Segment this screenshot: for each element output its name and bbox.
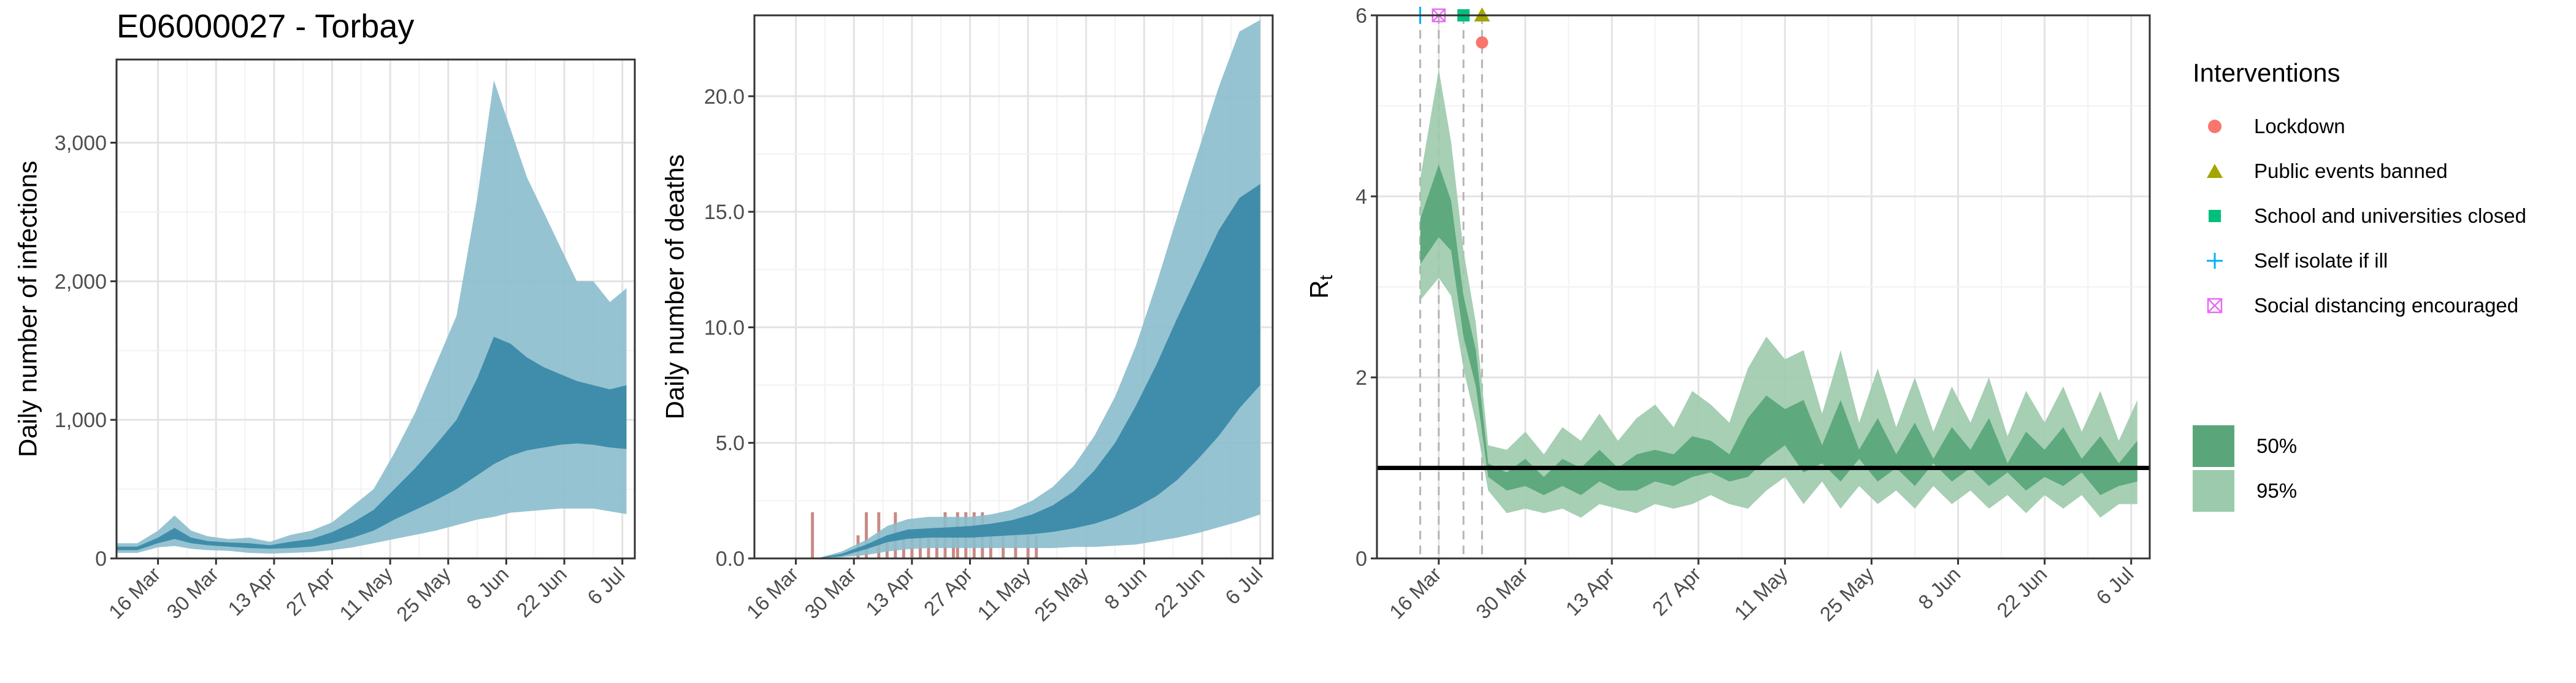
x-tick-label: 22 Jun <box>512 563 571 622</box>
y-tick-label: 5.0 <box>716 432 745 455</box>
y-tick-label: 20.0 <box>704 85 745 109</box>
chart-title: E06000027 - Torbay <box>117 8 415 45</box>
x-tick-label: 16 Mar <box>104 563 165 623</box>
legend-title: Interventions <box>2193 58 2340 87</box>
y-tick-label: 6 <box>1355 4 1367 28</box>
y-tick-label: 2,000 <box>55 270 107 293</box>
y-tick-label: 10.0 <box>704 316 745 339</box>
x-tick-label: 22 Jun <box>1992 563 2051 622</box>
observed-death-bar <box>811 512 815 558</box>
y-tick-label: 15.0 <box>704 201 745 224</box>
legend-item-self-isolate: Self isolate if ill <box>2193 238 2526 283</box>
plot-border <box>1376 14 2151 560</box>
x-tick-label: 13 Apr <box>223 563 281 620</box>
x-tick-label: 25 May <box>392 562 455 625</box>
x-tick-label: 6 Jul <box>2091 563 2137 609</box>
x-tick-label: 16 Mar <box>742 563 803 623</box>
x-tick-label: 6 Jul <box>1221 563 1267 609</box>
x-tick-label: 6 Jul <box>583 563 629 609</box>
y-tick-label: 4 <box>1355 185 1367 209</box>
schools-square-icon <box>2193 194 2237 238</box>
observed-death-bar <box>865 512 868 558</box>
legend-label: 50% <box>2256 434 2298 457</box>
interval-legend: 50% 95% <box>2193 423 2297 513</box>
x-tick-label: 11 May <box>335 562 397 624</box>
legend-label: School and universities closed <box>2254 204 2526 227</box>
x-tick-label: 22 Jun <box>1150 563 1209 622</box>
legend-label: 95% <box>2256 479 2298 502</box>
legend-label: Self isolate if ill <box>2254 249 2388 272</box>
x-tick-label: 30 Mar <box>1471 563 1532 623</box>
ribbon-50pct <box>117 336 627 550</box>
legend-item-lockdown: Lockdown <box>2193 104 2526 149</box>
legend-item-50: 50% <box>2193 423 2297 468</box>
interventions-legend: Interventions Lockdown Public events ban… <box>2193 58 2526 328</box>
swatch-95 <box>2193 469 2234 512</box>
x-tick-label: 25 May <box>1030 562 1093 625</box>
legend-label: Lockdown <box>2254 114 2345 137</box>
swatch-50 <box>2193 425 2234 467</box>
y-tick-label: 0.0 <box>716 547 745 571</box>
legend-label: Public events banned <box>2254 159 2448 182</box>
x-tick-label: 8 Jun <box>462 563 513 614</box>
legend-item-social-distancing: Social distancing encouraged <box>2193 283 2526 328</box>
plot-border <box>753 14 1274 560</box>
x-tick-label: 11 May <box>973 562 1035 624</box>
lockdown-circle-icon <box>2193 104 2237 149</box>
x-tick-label: 11 May <box>1730 562 1792 624</box>
ribbon-50pct <box>1420 164 2137 495</box>
y-axis-label: Rt <box>1305 275 1336 299</box>
public-events-triangle-icon <box>2193 149 2237 193</box>
x-tick-label: 30 Mar <box>800 563 861 623</box>
x-tick-label: 8 Jun <box>1100 563 1151 614</box>
legend-item-public-events: Public events banned <box>2193 149 2526 193</box>
y-tick-label: 0 <box>95 547 107 571</box>
y-axis-label: Daily number of deaths <box>661 155 689 420</box>
legend-item-95: 95% <box>2193 468 2297 513</box>
y-tick-label: 1,000 <box>55 409 107 432</box>
y-tick-label: 0 <box>1355 547 1367 571</box>
x-tick-label: 13 Apr <box>861 563 919 620</box>
lockdown-marker <box>1476 36 1489 49</box>
x-tick-label: 25 May <box>1815 562 1879 625</box>
legend-label: Social distancing encouraged <box>2254 293 2519 317</box>
chart-panel-3: 0 2 4 6 16 Mar 30 Mar 13 Apr 27 Apr 11 May 25 May… <box>1305 4 2151 625</box>
ribbon-95pct <box>1420 69 2137 518</box>
x-tick-label: 30 Mar <box>162 563 223 623</box>
ribbon-50pct <box>821 183 1260 558</box>
y-tick-label: 3,000 <box>55 132 107 155</box>
x-tick-label: 27 Apr <box>919 563 977 620</box>
y-tick-label: 2 <box>1355 366 1367 390</box>
self-isolate-plus-icon <box>2193 239 2237 283</box>
x-tick-label: 8 Jun <box>1914 563 1965 614</box>
x-tick-label: 27 Apr <box>1647 563 1705 620</box>
legend-item-schools: School and universities closed <box>2193 193 2526 238</box>
x-tick-label: 13 Apr <box>1561 563 1619 620</box>
x-tick-label: 16 Mar <box>1385 563 1446 623</box>
plot-border <box>115 58 636 560</box>
x-tick-label: 27 Apr <box>282 563 339 620</box>
social-distancing-boxed-x-icon <box>2193 284 2237 328</box>
y-axis-label: Daily number of infections <box>13 161 42 457</box>
